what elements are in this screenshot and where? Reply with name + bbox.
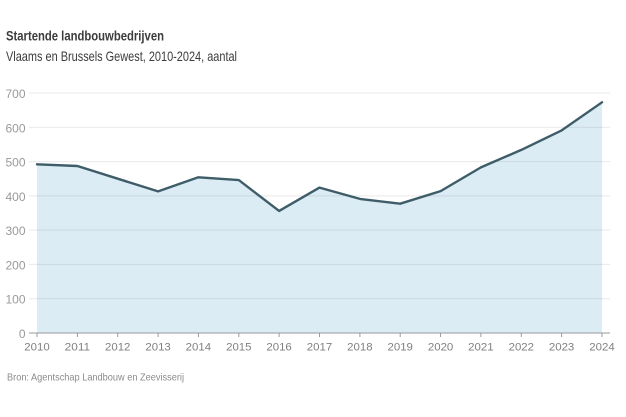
svg-text:Vlaams en Brussels Gewest, 201: Vlaams en Brussels Gewest, 2010-2024, aa… <box>6 48 237 64</box>
svg-text:2016: 2016 <box>266 342 291 354</box>
svg-text:2022: 2022 <box>509 342 534 354</box>
svg-text:2011: 2011 <box>65 342 90 354</box>
svg-text:Bron: Agentschap Landbouw en Z: Bron: Agentschap Landbouw en Zeevisserij <box>7 371 184 383</box>
svg-text:2013: 2013 <box>145 342 170 354</box>
svg-text:400: 400 <box>5 190 25 204</box>
svg-text:600: 600 <box>5 121 25 135</box>
svg-text:2021: 2021 <box>468 342 493 354</box>
svg-text:2024: 2024 <box>589 342 614 354</box>
svg-text:2010: 2010 <box>24 342 49 354</box>
svg-text:2012: 2012 <box>105 342 130 354</box>
svg-text:2018: 2018 <box>347 342 372 354</box>
svg-text:2017: 2017 <box>307 342 332 354</box>
svg-text:Startende landbouwbedrijven: Startende landbouwbedrijven <box>6 28 164 44</box>
svg-text:200: 200 <box>5 258 25 272</box>
svg-text:2023: 2023 <box>549 342 574 354</box>
svg-text:2019: 2019 <box>388 342 413 354</box>
svg-text:500: 500 <box>5 156 25 170</box>
svg-text:100: 100 <box>5 293 25 307</box>
svg-text:2014: 2014 <box>186 342 211 354</box>
svg-text:0: 0 <box>19 327 26 341</box>
svg-text:300: 300 <box>5 224 25 238</box>
svg-text:2015: 2015 <box>226 342 251 354</box>
svg-text:2020: 2020 <box>428 342 453 354</box>
svg-text:700: 700 <box>5 87 25 101</box>
